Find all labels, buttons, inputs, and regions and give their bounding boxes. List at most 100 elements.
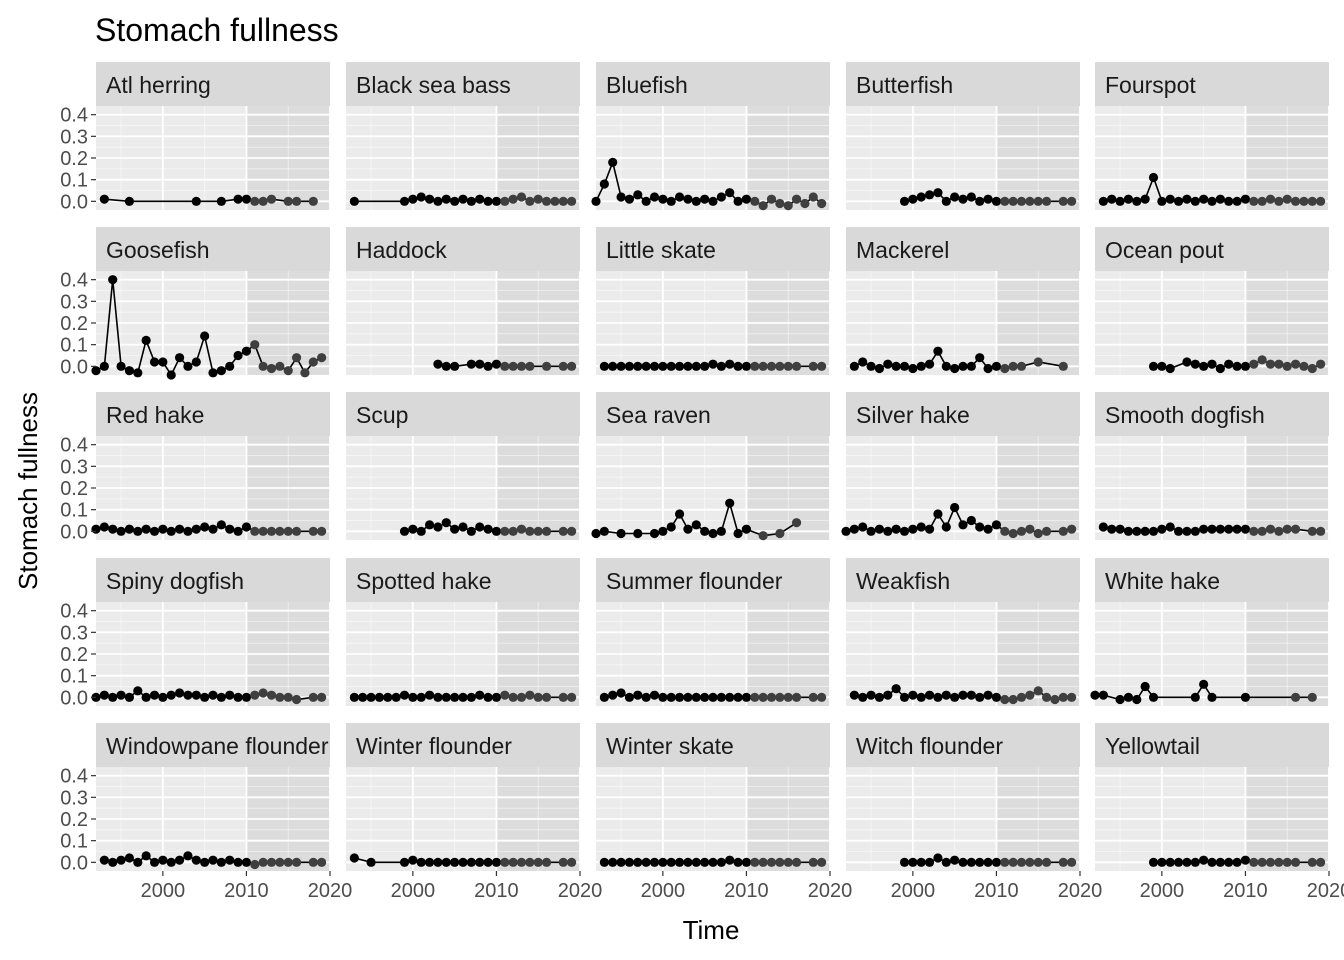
data-point — [975, 522, 985, 532]
data-point — [1240, 194, 1251, 204]
data-point — [966, 361, 976, 371]
data-point — [99, 194, 109, 204]
data-point — [541, 692, 552, 702]
data-point — [966, 690, 976, 700]
data-point — [541, 857, 552, 867]
data-point — [216, 520, 226, 530]
data-point — [1249, 526, 1259, 536]
data-point — [716, 192, 726, 202]
data-point — [558, 692, 568, 702]
data-point — [708, 857, 718, 867]
data-point — [508, 857, 518, 867]
data-point — [858, 357, 868, 367]
y-tick-label: 0.0 — [60, 852, 88, 874]
data-point — [725, 188, 735, 198]
data-point — [866, 526, 876, 536]
data-point — [958, 194, 968, 204]
data-point — [424, 520, 435, 530]
facet-label: Bluefish — [606, 72, 688, 98]
data-point — [741, 857, 752, 867]
data-point — [616, 688, 626, 698]
data-point — [891, 684, 901, 694]
data-point — [633, 857, 643, 867]
data-point — [408, 194, 418, 204]
data-point — [608, 857, 618, 867]
x-tick-label: 2010 — [224, 880, 269, 902]
facet-strip — [96, 227, 330, 271]
data-point — [275, 526, 285, 536]
data-point — [899, 361, 910, 371]
data-point — [766, 857, 777, 867]
data-point — [1224, 857, 1234, 867]
data-point — [1257, 355, 1267, 365]
data-point — [641, 361, 651, 371]
data-point — [183, 690, 193, 700]
facet-label: White hake — [1105, 568, 1220, 594]
data-point — [1232, 857, 1242, 867]
x-tick-label: 2000 — [141, 880, 186, 902]
data-point — [416, 857, 426, 867]
data-point — [941, 857, 951, 867]
data-point — [933, 853, 943, 863]
data-point — [500, 690, 510, 700]
data-point — [250, 196, 260, 206]
data-point — [416, 692, 426, 702]
data-point — [1165, 857, 1175, 867]
data-point — [283, 366, 293, 376]
data-point — [683, 361, 693, 371]
data-point — [133, 686, 143, 696]
facet-label: Scup — [356, 402, 408, 428]
data-point — [1008, 694, 1018, 705]
data-point — [1265, 857, 1276, 867]
data-point — [149, 857, 160, 867]
data-point — [791, 857, 802, 867]
y-axes: 0.00.10.20.30.40.00.10.20.30.40.00.10.20… — [60, 105, 96, 874]
data-point — [916, 361, 926, 371]
data-point — [99, 855, 109, 865]
data-point — [166, 370, 176, 380]
data-point — [258, 196, 268, 206]
data-point — [491, 526, 502, 536]
data-point — [391, 692, 401, 702]
data-point — [216, 196, 226, 206]
data-point — [567, 857, 577, 867]
data-point — [908, 690, 918, 700]
data-point — [758, 857, 768, 867]
data-point — [108, 275, 118, 285]
data-point — [275, 361, 285, 371]
data-point — [1058, 361, 1068, 371]
data-point — [899, 692, 910, 702]
data-point — [883, 526, 893, 536]
data-point — [1132, 196, 1142, 206]
data-point — [1016, 196, 1027, 206]
facet-label: Spiny dogfish — [106, 568, 244, 594]
data-point — [1257, 196, 1267, 206]
data-point — [591, 528, 601, 539]
facet-panel: Silver hake — [841, 392, 1081, 540]
data-point — [674, 857, 685, 867]
data-point — [775, 361, 785, 371]
data-point — [683, 692, 693, 702]
data-point — [1041, 857, 1052, 867]
data-point — [424, 857, 435, 867]
data-point — [991, 361, 1002, 371]
data-point — [841, 526, 851, 536]
data-point — [725, 359, 735, 369]
data-point — [541, 526, 552, 536]
data-point — [450, 524, 460, 534]
data-point — [1199, 679, 1209, 689]
data-point — [933, 346, 943, 356]
data-point — [599, 692, 609, 702]
data-point — [1190, 857, 1200, 867]
data-point — [708, 196, 718, 206]
data-point — [874, 692, 885, 702]
facet-grid: Atl herring Black sea bass Bluefish Butterf… — [91, 62, 1330, 871]
data-point — [741, 361, 752, 371]
data-point — [775, 528, 785, 539]
data-point — [899, 526, 910, 536]
data-point — [616, 857, 626, 867]
x-tick-label: 2020 — [808, 880, 853, 902]
data-point — [633, 361, 643, 371]
data-point — [108, 692, 118, 702]
data-point — [1016, 692, 1027, 702]
